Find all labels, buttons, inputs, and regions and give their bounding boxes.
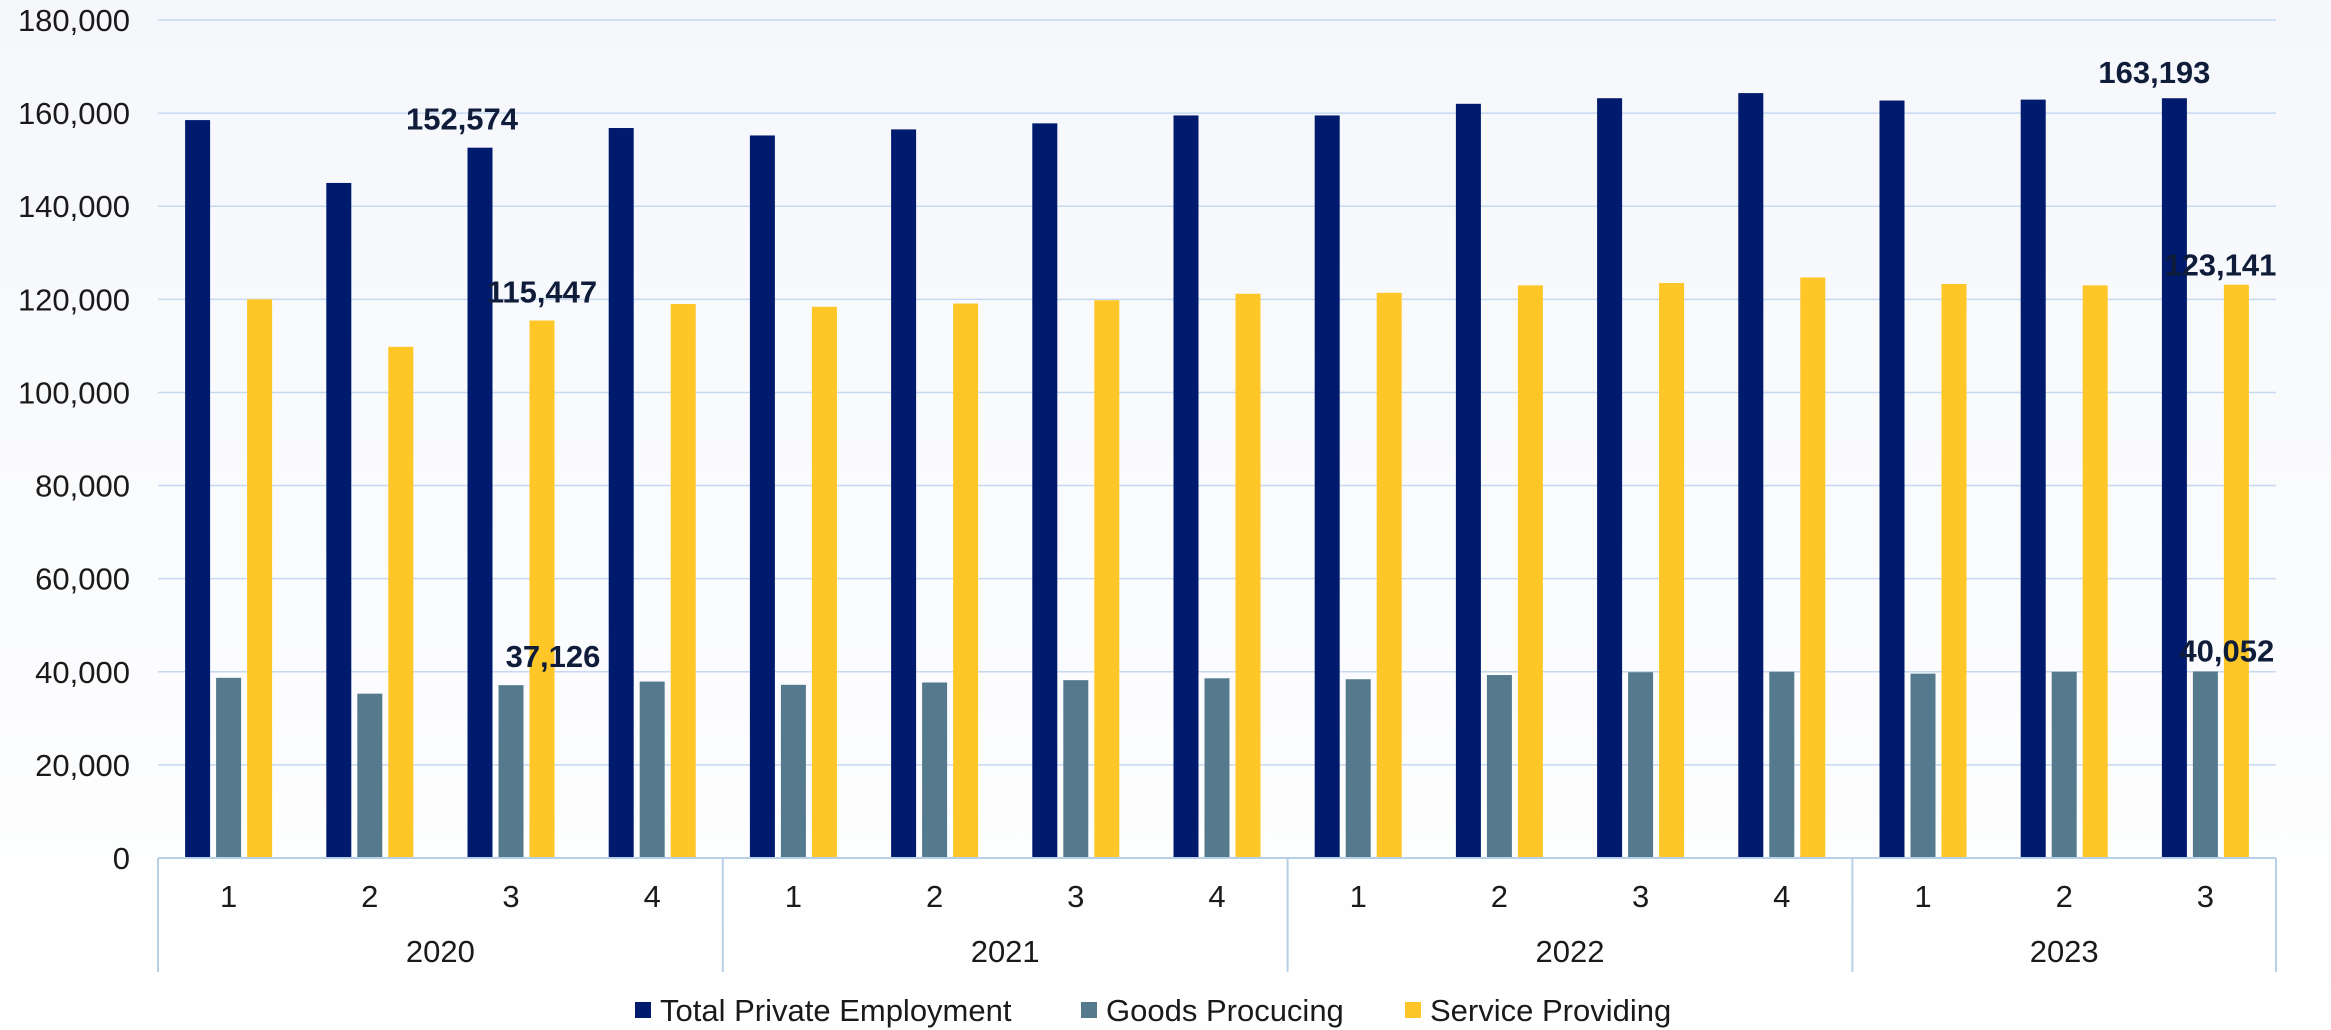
x-tick-label: 1 — [1350, 879, 1367, 914]
bar — [1094, 300, 1120, 859]
bar — [1032, 123, 1058, 858]
bar — [1486, 675, 1512, 858]
x-tick-label: 4 — [1773, 879, 1790, 914]
gridlines — [158, 19, 2276, 766]
x-tick-label: 2 — [926, 879, 943, 914]
x-tick-label: 3 — [2197, 879, 2214, 914]
data-label: 115,447 — [487, 275, 597, 310]
bars — [185, 93, 2249, 859]
bar — [2082, 285, 2108, 858]
bar — [811, 306, 837, 858]
y-tick-label: 20,000 — [35, 748, 130, 783]
x-tick-label: 1 — [1914, 879, 1931, 914]
bar — [1376, 292, 1402, 858]
x-axis: 1 2 3 4 2020 1 2 3 4 2021 1 2 3 4 2022 1 2 3 2023 — [157, 857, 2277, 972]
bar — [639, 681, 665, 858]
year-group-label: 2023 — [2030, 934, 2099, 969]
data-label: 163,193 — [2098, 55, 2210, 90]
bar — [749, 135, 775, 859]
bar — [1345, 679, 1371, 858]
y-tick-label: 40,000 — [35, 655, 130, 690]
y-tick-label: 160,000 — [18, 96, 130, 131]
bar — [1517, 285, 1543, 858]
data-label: 40,052 — [2179, 634, 2274, 669]
x-tick-label: 3 — [502, 879, 519, 914]
bar — [2020, 99, 2046, 859]
bar — [608, 128, 634, 858]
legend: Total Private Employment Goods Procucing S… — [635, 993, 1671, 1028]
bar — [529, 320, 555, 858]
legend-label: Total Private Employment — [660, 993, 1012, 1028]
bar — [1769, 671, 1795, 858]
bar — [247, 299, 273, 858]
bar — [953, 303, 979, 859]
x-tick-label: 1 — [785, 879, 802, 914]
bar — [1314, 115, 1340, 858]
bar — [1455, 103, 1481, 859]
legend-label: Goods Procucing — [1106, 993, 1344, 1028]
y-tick-label: 180,000 — [18, 3, 130, 38]
y-tick-label: 120,000 — [18, 282, 130, 317]
bar — [467, 147, 493, 858]
bar — [922, 682, 948, 858]
x-tick-label: 3 — [1632, 879, 1649, 914]
bar — [1063, 680, 1089, 858]
year-group-label: 2022 — [1536, 934, 1605, 969]
data-label: 152,574 — [406, 102, 519, 137]
bar — [1204, 678, 1230, 858]
bar — [185, 120, 211, 859]
bar — [670, 303, 696, 858]
bar — [1910, 673, 1936, 858]
bar — [1879, 100, 1905, 858]
bar — [1628, 672, 1654, 858]
bar — [891, 129, 917, 859]
x-tick-label: 2 — [2056, 879, 2073, 914]
bar — [357, 693, 383, 858]
data-labels: 152,574 115,447 37,126 163,193 123,141 40,052 — [406, 55, 2276, 674]
bar — [498, 685, 524, 858]
year-group-label: 2021 — [971, 934, 1040, 969]
bar — [2161, 98, 2187, 859]
data-label: 123,141 — [2164, 248, 2276, 283]
x-tick-label: 1 — [220, 879, 237, 914]
bar — [326, 182, 352, 858]
bar — [1738, 93, 1764, 858]
x-tick-label: 3 — [1067, 879, 1084, 914]
bar — [216, 677, 242, 858]
bar — [2223, 284, 2249, 859]
bar — [388, 346, 414, 858]
year-group-label: 2020 — [406, 934, 475, 969]
bar — [1173, 115, 1199, 858]
legend-swatch — [1405, 1002, 1421, 1018]
y-tick-label: 100,000 — [18, 375, 130, 410]
bar — [1941, 283, 1967, 859]
legend-swatch — [1081, 1002, 1097, 1018]
bar — [1597, 98, 1623, 859]
bar — [2192, 671, 2218, 858]
x-tick-label: 4 — [644, 879, 661, 914]
x-tick-label: 4 — [1208, 879, 1225, 914]
y-tick-label: 60,000 — [35, 562, 130, 597]
y-tick-label: 80,000 — [35, 469, 130, 504]
legend-swatch — [635, 1002, 651, 1018]
bar — [1659, 283, 1685, 858]
y-axis: 0 20,000 40,000 60,000 80,000 100,000 120,000 1… — [18, 3, 130, 876]
bar — [1235, 293, 1261, 858]
data-label: 37,126 — [506, 639, 601, 674]
x-tick-label: 2 — [1491, 879, 1508, 914]
legend-label: Service Providing — [1430, 993, 1671, 1028]
y-tick-label: 140,000 — [18, 189, 130, 224]
bar — [2051, 671, 2077, 858]
x-tick-label: 2 — [361, 879, 378, 914]
y-tick-label: 0 — [113, 841, 130, 876]
bar — [1800, 277, 1826, 858]
bar — [780, 684, 806, 858]
